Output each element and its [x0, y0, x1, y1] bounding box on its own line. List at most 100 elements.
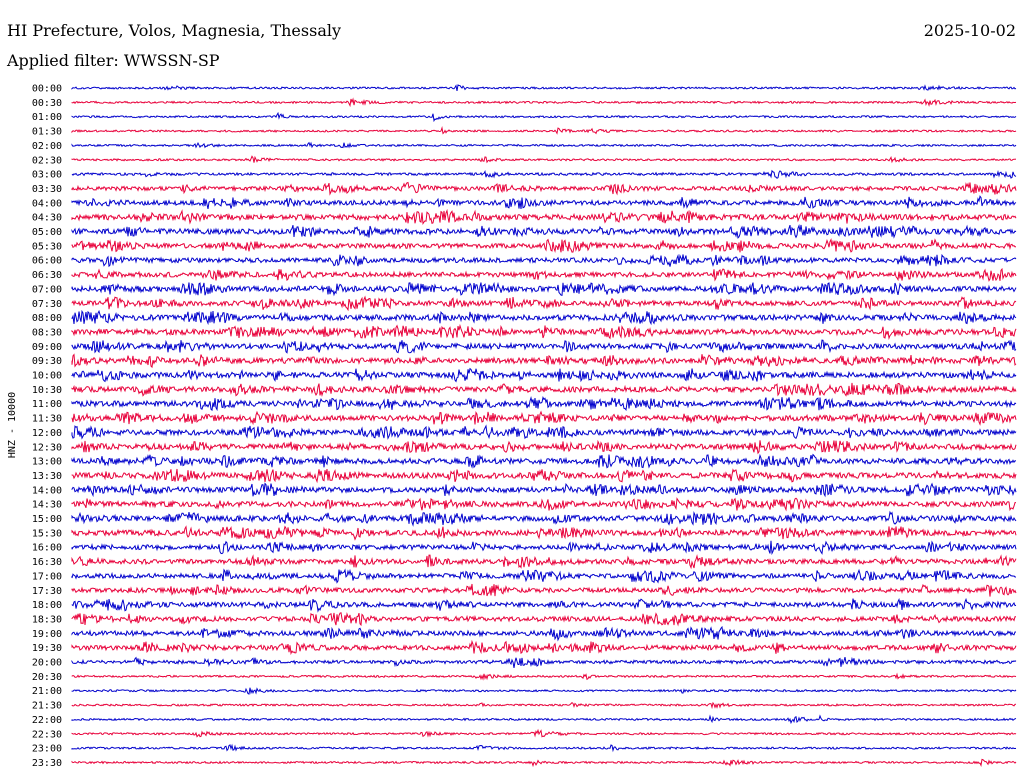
trace-line: [71, 267, 1017, 282]
trace-line: [71, 238, 1017, 253]
row-time-label: 02:00: [32, 141, 62, 152]
row-time-label: 14:30: [32, 500, 62, 511]
row-time-label: 20:00: [32, 658, 62, 669]
row-time-label: 19:00: [32, 629, 62, 640]
row-time-label: 12:30: [32, 442, 62, 453]
row-time-label: 18:00: [32, 600, 62, 611]
filter-line: Applied filter: WWSSN-SP: [7, 52, 220, 70]
trace-line: [71, 583, 1017, 597]
trace-line: [71, 424, 1017, 440]
row-time-label: 22:00: [32, 715, 62, 726]
trace-line: [71, 714, 1017, 725]
y-axis-label: HNZ - 10000: [7, 392, 18, 458]
trace-line: [71, 323, 1017, 341]
row-time-label: 10:00: [32, 371, 62, 382]
row-time-label: 06:00: [32, 256, 62, 267]
row-time-label: 08:30: [32, 327, 62, 338]
trace-line: [71, 181, 1017, 196]
row-time-label: 10:30: [32, 385, 62, 396]
trace-line: [71, 84, 1017, 91]
trace-line: [71, 97, 1017, 108]
trace-line: [71, 169, 1017, 179]
row-time-label: 08:00: [32, 313, 62, 324]
row-time-label: 01:30: [32, 127, 62, 138]
row-time-label: 18:30: [32, 614, 62, 625]
row-time-label: 16:00: [32, 543, 62, 554]
trace-line: [71, 554, 1017, 570]
row-time-label: 06:30: [32, 270, 62, 281]
row-time-label: 23:00: [32, 744, 62, 755]
row-time-label: 07:00: [32, 284, 62, 295]
row-time-label: 23:30: [32, 758, 62, 769]
trace-line: [71, 687, 1017, 695]
row-time-label: 04:00: [32, 198, 62, 209]
trace-line: [71, 453, 1017, 469]
trace-line: [71, 568, 1016, 584]
row-time-label: 21:30: [32, 701, 62, 712]
trace-line: [71, 353, 1017, 369]
trace-line: [71, 224, 1017, 239]
row-time-label: 02:30: [32, 155, 62, 166]
trace-line: [71, 672, 1017, 681]
row-time-label: 05:00: [32, 227, 62, 238]
trace-line: [71, 281, 1017, 297]
trace-line: [71, 208, 1017, 225]
trace-line: [71, 540, 1017, 556]
trace-line: [71, 701, 1017, 710]
row-time-label: 13:00: [32, 457, 62, 468]
row-time-label: 20:30: [32, 672, 62, 683]
trace-line: [71, 468, 1017, 484]
row-time-label: 01:00: [32, 112, 62, 123]
row-time-label: 07:30: [32, 299, 62, 310]
trace-line: [71, 253, 1017, 268]
trace-line: [71, 439, 1017, 455]
trace-line: [71, 625, 1016, 642]
date-label: 2025-10-02: [923, 21, 1016, 40]
trace-line: [71, 525, 1017, 541]
row-time-label: 11:30: [32, 414, 62, 425]
filter-name: WWSSN-SP: [123, 51, 220, 70]
trace-line: [71, 111, 1017, 123]
row-time-label: 13:30: [32, 471, 62, 482]
row-time-label: 00:00: [32, 84, 62, 95]
row-time-label: 16:30: [32, 557, 62, 568]
row-time-label: 14:00: [32, 485, 62, 496]
trace-line: [71, 195, 1017, 210]
trace-line: [71, 339, 1017, 354]
row-time-label: 19:30: [32, 643, 62, 654]
trace-line: [71, 597, 1017, 613]
row-time-label: 03:00: [32, 170, 62, 181]
row-time-label: 12:00: [32, 428, 62, 439]
row-time-label: 09:30: [32, 356, 62, 367]
trace-line: [71, 126, 1017, 135]
trace-line: [71, 295, 1017, 312]
trace-line: [71, 382, 1017, 398]
trace-line: [71, 728, 1017, 738]
row-time-label: 11:00: [32, 399, 62, 410]
trace-line: [71, 497, 1016, 512]
row-time-label: 04:30: [32, 213, 62, 224]
trace-line: [71, 141, 1017, 149]
row-time-label: 15:00: [32, 514, 62, 525]
trace-line: [71, 656, 1017, 668]
trace-line: [71, 758, 1017, 768]
trace-line: [71, 395, 1017, 412]
trace-line: [71, 639, 1017, 656]
filter-prefix: Applied filter:: [7, 51, 119, 70]
trace-line: [71, 410, 1017, 426]
row-time-label: 00:30: [32, 98, 62, 109]
trace-line: [71, 612, 1016, 627]
trace-line: [71, 309, 1017, 326]
trace-line: [71, 155, 1017, 164]
station-title: HI Prefecture, Volos, Magnesia, Thessaly: [7, 21, 342, 40]
trace-line: [71, 743, 1017, 753]
row-time-label: 22:30: [32, 729, 62, 740]
trace-line: [71, 510, 1017, 527]
trace-line: [71, 482, 1017, 498]
row-time-label: 09:00: [32, 342, 62, 353]
trace-rows: 00:00 00:30 01:00 01:30 02:00 02:30 03:00 03:30…: [32, 84, 1017, 769]
trace-line: [71, 367, 1017, 383]
row-time-label: 17:30: [32, 586, 62, 597]
row-time-label: 15:30: [32, 528, 62, 539]
